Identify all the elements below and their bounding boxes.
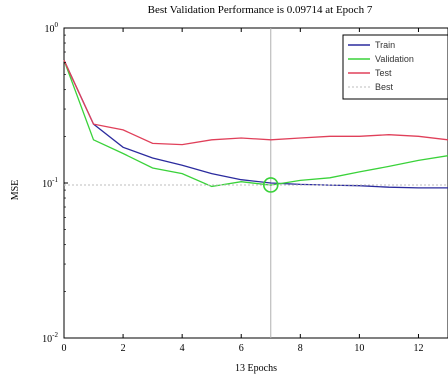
- x-tick-label: 4: [180, 343, 185, 354]
- x-tick-label: 6: [239, 343, 244, 354]
- x-axis-label: 13 Epochs: [235, 363, 277, 374]
- y-tick-label: 10-2: [42, 331, 58, 345]
- x-tick-label: 12: [413, 343, 423, 354]
- chart-title: Best Validation Performance is 0.09714 a…: [148, 4, 373, 16]
- best-point-marker: [262, 177, 279, 193]
- legend-label-best: Best: [375, 82, 394, 92]
- x-tick-label: 2: [121, 343, 126, 354]
- legend-label-train: Train: [375, 40, 395, 50]
- legend-label-validation: Validation: [375, 54, 414, 64]
- series-train-line: [63, 59, 448, 189]
- y-axis-label: MSE: [10, 180, 21, 201]
- x-tick-label: 8: [298, 343, 303, 354]
- x-axis: 0 2 4 6 8 10 12: [62, 28, 423, 354]
- x-tick-label: 0: [62, 343, 67, 354]
- series-layer: [63, 59, 448, 189]
- y-tick-label: 10-1: [42, 176, 58, 190]
- x-tick-label: 10: [354, 343, 364, 354]
- y-axis: 100 10-1 10-2: [42, 21, 68, 345]
- series-test-line: [63, 59, 448, 146]
- marker-layer: [262, 177, 279, 193]
- series-validation-line: [63, 59, 448, 188]
- y-tick-label: 100: [45, 21, 59, 35]
- legend: Train Validation Test Best: [342, 34, 448, 100]
- legend-label-test: Test: [375, 68, 392, 78]
